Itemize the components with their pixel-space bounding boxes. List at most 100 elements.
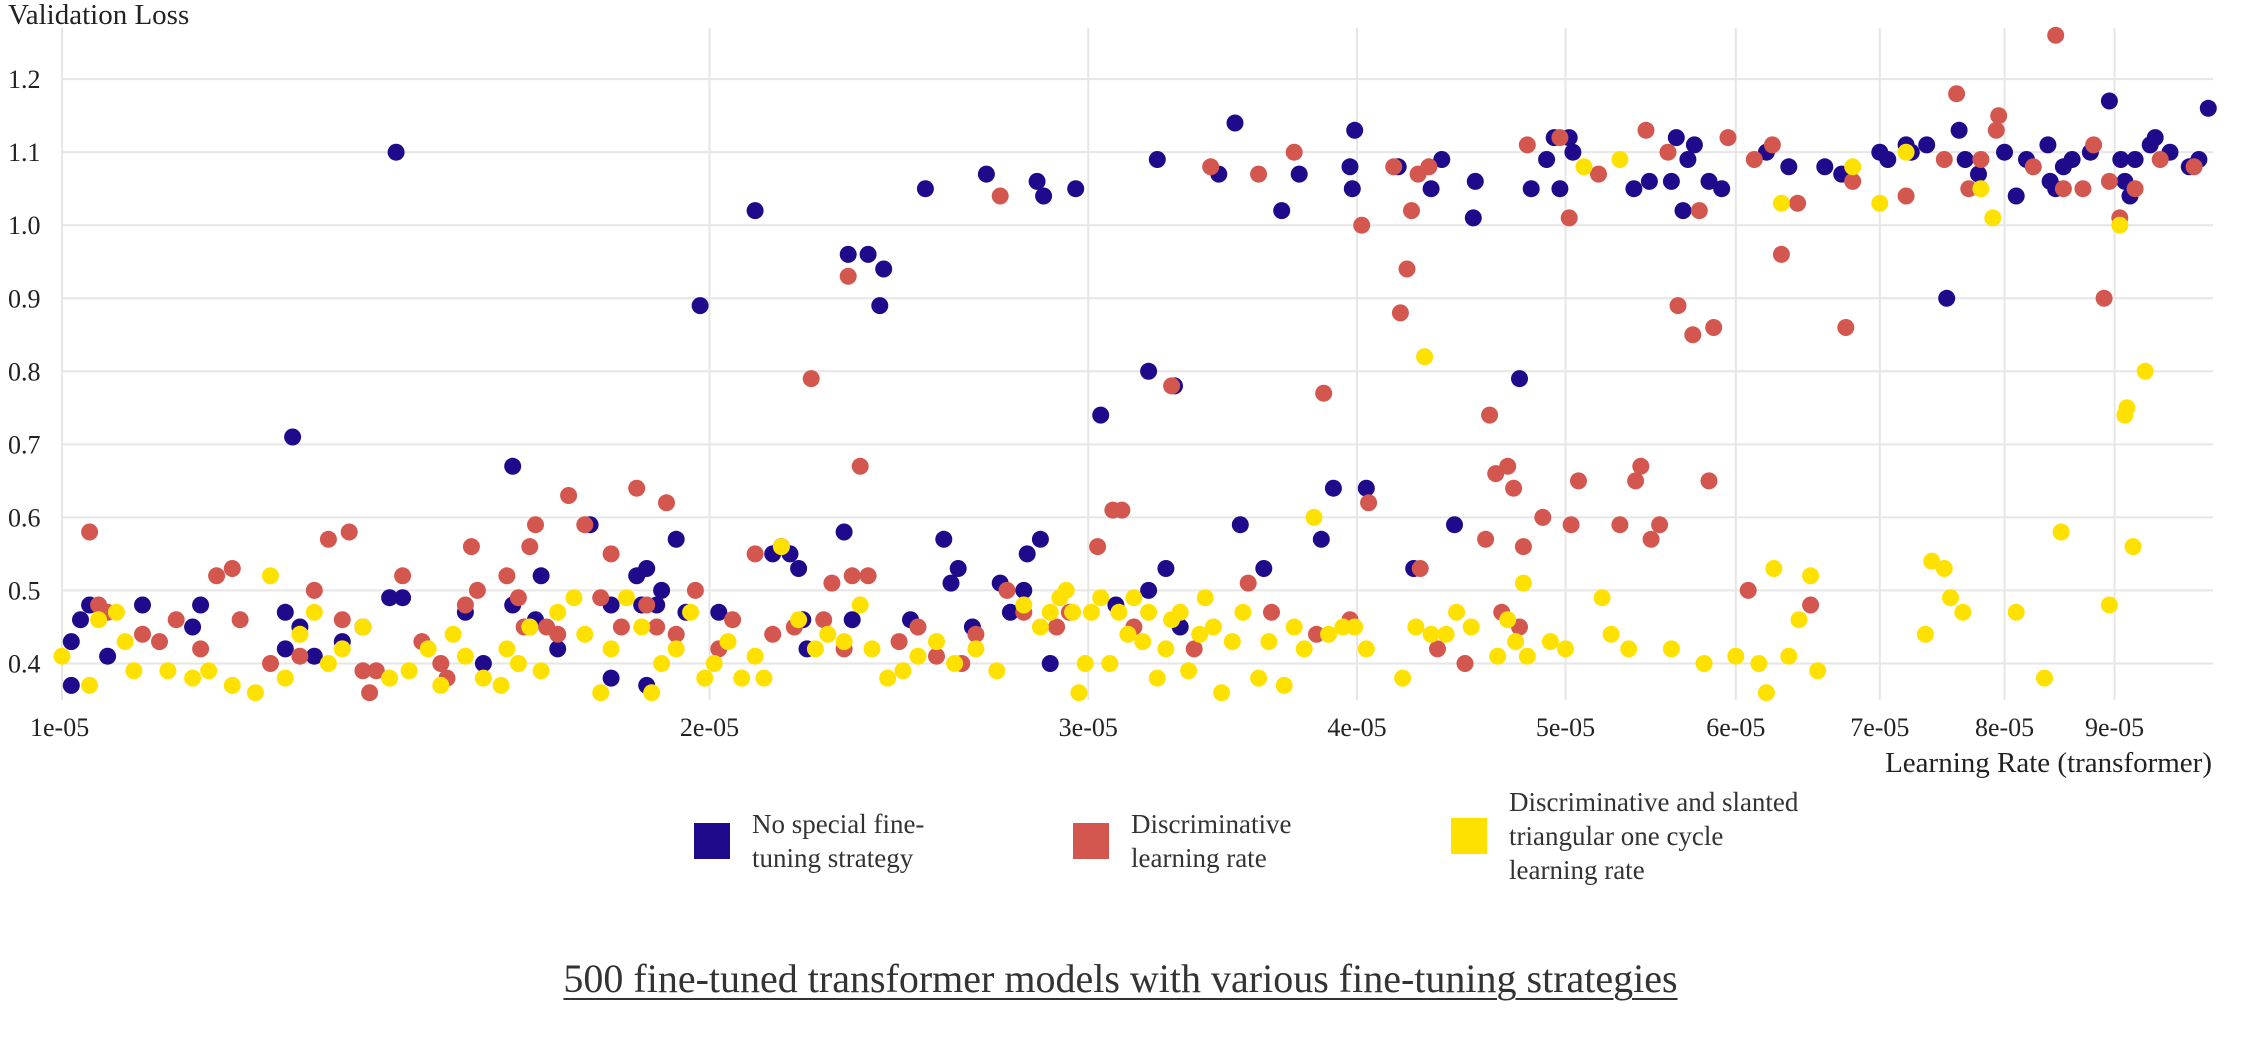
y-tick-label: 0.8 [8, 357, 41, 386]
data-point [1481, 406, 1499, 424]
data-point [1290, 165, 1308, 183]
data-point [667, 640, 685, 658]
data-point [1308, 625, 1325, 643]
data-point [2054, 180, 2072, 198]
data-point [1477, 530, 1495, 548]
data-point [1213, 684, 1231, 702]
data-point [1551, 180, 1569, 198]
data-point [1611, 516, 1629, 534]
data-point [1360, 494, 1378, 512]
data-point [62, 633, 80, 651]
data-point [1765, 560, 1783, 577]
legend-item-slanted-triangular[interactable]: Discriminative and slanted triangular on… [1451, 785, 1799, 887]
data-point [381, 589, 399, 607]
data-point [1923, 552, 1941, 570]
y-tick-label: 1.1 [8, 138, 41, 167]
data-point [1140, 362, 1158, 380]
data-point [682, 603, 700, 621]
data-point [1593, 589, 1611, 607]
data-point [1700, 472, 1718, 490]
data-point [444, 625, 462, 643]
data-point [1950, 121, 1968, 139]
data-point [890, 633, 908, 651]
data-point [1134, 633, 1152, 651]
data-point [1018, 545, 1036, 563]
data-point [863, 640, 881, 658]
data-point [1541, 633, 1559, 651]
data-point [843, 567, 861, 585]
data-point [1625, 180, 1643, 198]
data-point [1437, 625, 1455, 643]
data-point [2146, 129, 2164, 147]
data-point [859, 567, 877, 585]
data-point [928, 647, 945, 665]
data-point [1101, 655, 1119, 672]
data-point [1305, 508, 1323, 526]
data-point [167, 611, 185, 629]
data-point [1984, 209, 2002, 227]
data-point [1446, 516, 1463, 534]
data-point [2136, 362, 2154, 380]
data-point [1231, 516, 1249, 534]
x-tick-label: 7e-05 [1850, 713, 1909, 742]
data-point [1157, 560, 1175, 577]
data-point [1590, 165, 1607, 183]
data-point [1285, 618, 1303, 636]
legend-item-discriminative[interactable]: Discriminative learning rate [1073, 807, 1321, 875]
data-point [387, 143, 405, 161]
data-point [1789, 194, 1807, 212]
data-point [1790, 611, 1808, 629]
data-point [772, 538, 790, 556]
data-point [1411, 560, 1429, 577]
data-point [1312, 530, 1330, 548]
data-point [1514, 574, 1532, 592]
chart-title-text: 500 fine-tuned transformer models with v… [563, 956, 1678, 1001]
data-point [354, 618, 372, 636]
data-point [1879, 151, 1897, 168]
data-point [1343, 180, 1361, 198]
data-point [1353, 216, 1371, 234]
data-point [1684, 326, 1702, 344]
data-point [1223, 633, 1241, 651]
data-point [1507, 633, 1525, 651]
data-point [1357, 640, 1375, 658]
legend-swatch-slanted-triangular [1451, 818, 1487, 854]
data-point [509, 655, 527, 672]
data-point [1035, 187, 1053, 205]
data-point [99, 647, 117, 665]
data-point [755, 669, 773, 687]
y-tick-label: 1.2 [8, 65, 41, 94]
legend-label-no-special: No special fine-tuning strategy [752, 809, 925, 873]
data-point [432, 676, 450, 694]
data-point [1667, 129, 1685, 147]
data-point [1001, 603, 1019, 621]
data-point [1987, 121, 2005, 139]
data-point [1935, 560, 1953, 577]
data-point [90, 611, 108, 629]
data-point [276, 603, 294, 621]
data-point [1250, 165, 1268, 183]
data-point [1489, 647, 1507, 665]
data-point [1140, 603, 1158, 621]
y-tick-label: 1.0 [8, 211, 41, 240]
data-point [802, 370, 820, 388]
data-point [432, 655, 450, 672]
x-tick-label: 4e-05 [1327, 713, 1386, 742]
data-point [184, 669, 202, 687]
data-point [565, 589, 583, 607]
legend-item-no-special[interactable]: No special fine-tuning strategy [694, 807, 962, 875]
data-point [521, 618, 539, 636]
data-point [942, 574, 960, 592]
data-point [2036, 669, 2053, 687]
data-point [184, 618, 202, 636]
x-tick-label: 3e-05 [1059, 713, 1118, 742]
data-point [1092, 589, 1110, 607]
data-point [2024, 158, 2042, 176]
data-point [1067, 180, 1085, 198]
data-point [1064, 603, 1082, 621]
data-point [1713, 180, 1731, 198]
data-point [134, 596, 151, 614]
chart-title: 500 fine-tuned transformer models with v… [0, 955, 2241, 1002]
data-point [2124, 538, 2142, 556]
data-point [719, 633, 737, 651]
